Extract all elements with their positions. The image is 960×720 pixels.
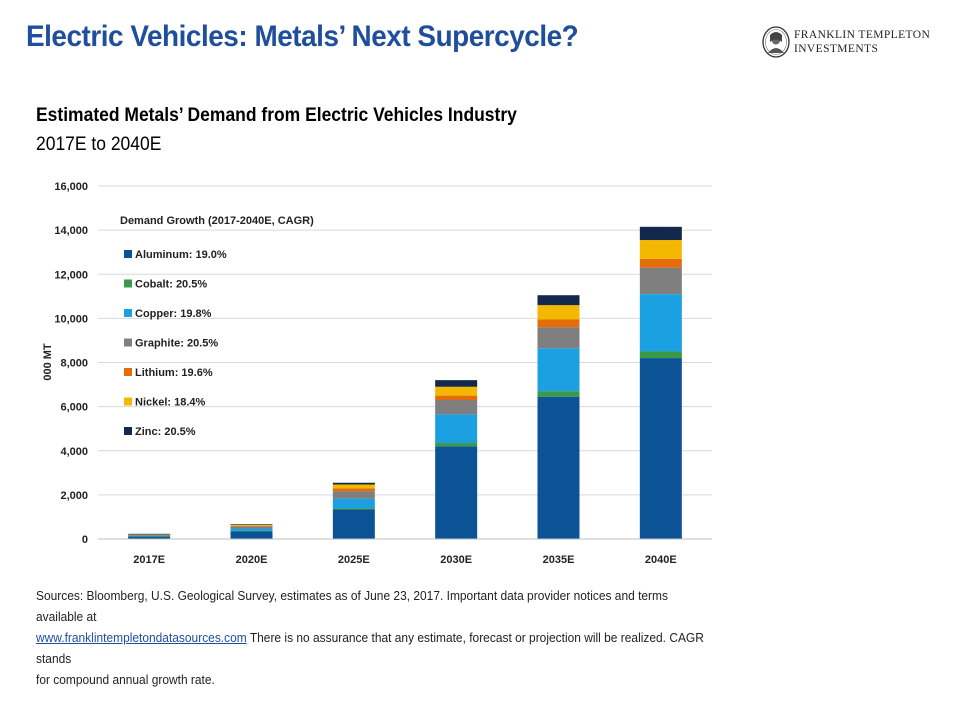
bar-segment-copper [128, 535, 171, 537]
footnote-line-2: There is no assurance that any estimate,… [36, 630, 704, 666]
bar-segment-cobalt [128, 536, 171, 537]
bar-segment-nickel [639, 240, 682, 259]
bar-segment-aluminum [230, 531, 273, 539]
bar-stacks [128, 226, 682, 539]
y-tick-label: 16,000 [54, 181, 88, 193]
legend-swatch [124, 279, 132, 288]
legend-entry: Nickel: 18.4% [135, 397, 206, 409]
x-tick-label: 2025E [338, 554, 370, 566]
legend-swatch [124, 309, 132, 317]
bar-segment-graphite [435, 400, 478, 415]
chart-title: Estimated Metals’ Demand from Electric V… [36, 105, 517, 126]
page-title: Electric Vehicles: Metals’ Next Supercyc… [26, 20, 579, 53]
y-tick-label: 8,000 [60, 358, 88, 370]
footnote-line-3: for compound annual growth rate. [36, 672, 215, 687]
legend-swatch [124, 338, 132, 347]
bar-segment-lithium [230, 525, 273, 527]
bar-segment-aluminum [435, 446, 478, 539]
legend-entry: Zinc: 20.5% [135, 426, 196, 438]
brand-line-1: FRANKLIN TEMPLETON [794, 29, 931, 41]
bar-segment-copper [332, 498, 375, 509]
bar-segment-nickel [332, 484, 375, 489]
x-tick-label: 2030E [440, 554, 472, 566]
bar-stack-2030e [435, 380, 478, 539]
bar-segment-zinc [128, 533, 171, 535]
bar-stack-2020e [230, 524, 273, 539]
franklin-portrait-icon [762, 26, 790, 58]
bar-stack-2025e [332, 482, 375, 539]
legend-swatch [124, 250, 132, 258]
y-tick-label: 10,000 [54, 313, 88, 325]
y-tick-label: 12,000 [54, 269, 88, 281]
y-axis-label: 000 MT [42, 343, 54, 381]
bar-segment-lithium [639, 258, 682, 268]
legend-entry: Copper: 19.8% [135, 308, 212, 320]
bar-segment-cobalt [537, 391, 580, 397]
bar-segment-cobalt [435, 443, 478, 447]
x-tick-label: 2040E [645, 554, 677, 566]
grid-lines [98, 185, 712, 496]
legend-entry: Aluminum: 19.0% [135, 249, 227, 261]
brand-name: FRANKLIN TEMPLETON INVESTMENTS [794, 28, 930, 56]
sources-footnote: Sources: Bloomberg, U.S. Geological Surv… [36, 585, 717, 690]
bar-segment-lithium [332, 488, 375, 492]
legend-entry: Graphite: 20.5% [135, 338, 218, 350]
legend-swatch [124, 427, 132, 435]
bar-segment-aluminum [332, 509, 375, 539]
y-tick-label: 14,000 [54, 225, 88, 237]
legend: Demand Growth (2017-2040E, CAGR) Aluminum… [120, 215, 314, 438]
legend-swatch [124, 368, 132, 376]
chart-subtitle: 2017E to 2040E [36, 134, 162, 155]
bar-segment-copper [537, 348, 580, 392]
bar-segment-nickel [435, 386, 478, 396]
bar-segment-copper [639, 294, 682, 352]
datasources-link[interactable]: www.franklintempletondatasources.com [36, 630, 247, 645]
legend-title: Demand Growth (2017-2040E, CAGR) [120, 215, 314, 227]
bar-segment-zinc [332, 482, 375, 485]
bar-segment-graphite [128, 534, 171, 536]
bar-segment-cobalt [230, 530, 273, 532]
brand-line-2: INVESTMENTS [794, 43, 879, 55]
bar-stack-2040e [639, 226, 682, 539]
brand-logo: FRANKLIN TEMPLETON INVESTMENTS [762, 26, 937, 62]
bar-segment-zinc [639, 226, 682, 241]
bar-segment-zinc [435, 380, 478, 387]
bar-segment-aluminum [537, 396, 580, 539]
footnote-line-1: Sources: Bloomberg, U.S. Geological Surv… [36, 588, 668, 624]
bar-segment-nickel [537, 305, 580, 320]
x-tick-label: 2035E [543, 554, 575, 566]
bar-segment-graphite [537, 327, 580, 349]
bar-segment-copper [435, 414, 478, 444]
bar-segment-lithium [537, 319, 580, 328]
bar-stack-2035e [537, 295, 580, 539]
legend-entry: Lithium: 19.6% [135, 367, 213, 379]
bar-stack-2017e [128, 533, 171, 539]
bar-segment-cobalt [639, 351, 682, 359]
bar-segment-aluminum [639, 358, 682, 539]
y-tick-label: 6,000 [60, 402, 88, 414]
legend-swatch [124, 397, 132, 406]
bar-segment-aluminum [128, 536, 171, 539]
legend-entry: Cobalt: 20.5% [135, 279, 207, 291]
bar-segment-nickel [230, 524, 273, 526]
bar-segment-zinc [537, 295, 580, 306]
bar-segment-graphite [639, 267, 682, 295]
bar-segment-graphite [332, 491, 375, 499]
y-tick-label: 4,000 [60, 446, 88, 458]
bar-segment-copper [230, 528, 273, 531]
x-tick-label: 2020E [236, 554, 268, 566]
bar-segment-zinc [230, 524, 273, 525]
y-tick-label: 0 [82, 534, 88, 546]
bar-segment-graphite [230, 526, 273, 529]
axes: 0 2,000 4,000 6,000 8,000 10,000 12,000 14,000 1… [42, 181, 712, 566]
bar-segment-cobalt [332, 508, 375, 510]
bar-segment-lithium [128, 534, 171, 535]
bar-segment-lithium [435, 395, 478, 401]
x-tick-label: 2017E [133, 554, 165, 566]
y-tick-label: 2,000 [60, 490, 88, 502]
